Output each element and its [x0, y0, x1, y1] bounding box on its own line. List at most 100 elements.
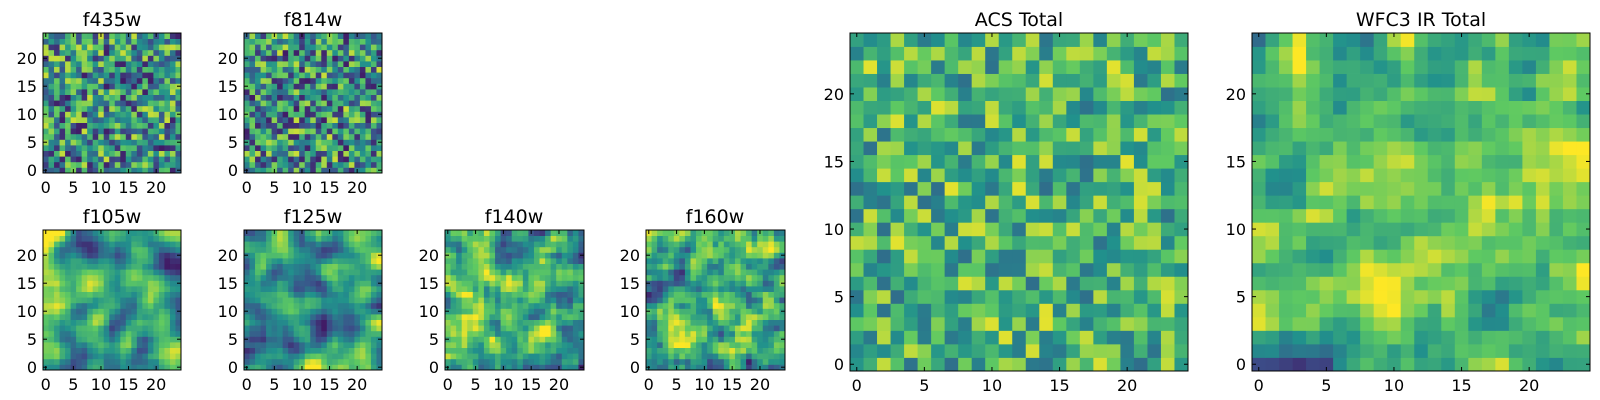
heatmap-cell — [359, 66, 366, 73]
heatmap-cell — [142, 269, 149, 276]
heatmap-cell — [1160, 289, 1175, 304]
heatmap-cell — [81, 330, 88, 337]
heatmap-cell — [59, 297, 66, 304]
heatmap-cell — [255, 150, 261, 157]
heatmap-cell — [931, 343, 946, 358]
heatmap-cell — [304, 252, 311, 259]
heatmap-cell — [684, 347, 691, 354]
heatmap-cell — [65, 263, 71, 270]
heatmap-cell — [877, 33, 891, 47]
heatmap-cell — [282, 347, 289, 354]
heatmap-cell — [890, 181, 905, 196]
heatmap-cell — [561, 280, 568, 287]
heatmap-cell — [489, 347, 496, 354]
heatmap-cell — [87, 308, 94, 315]
heatmap-cell — [998, 289, 1013, 304]
heatmap-cell — [54, 44, 60, 51]
heatmap-cell — [456, 291, 463, 298]
heatmap-cell — [1535, 289, 1550, 304]
heatmap-cell — [54, 156, 60, 163]
heatmap-cell — [1106, 114, 1121, 129]
heatmap-cell — [1052, 330, 1067, 345]
heatmap-cell — [48, 94, 55, 101]
heatmap-cell — [337, 353, 344, 360]
heatmap-cell — [1481, 357, 1496, 372]
heatmap-cell — [158, 139, 165, 146]
heatmap-cell — [673, 297, 680, 304]
heatmap-cell — [998, 127, 1013, 142]
heatmap-cell — [376, 246, 383, 253]
heatmap-cell — [288, 325, 295, 332]
heatmap-cell — [679, 325, 686, 332]
heatmap-cell — [326, 49, 333, 56]
heatmap-cell — [489, 302, 496, 309]
heatmap-cell — [164, 44, 171, 51]
heatmap-cell — [153, 263, 160, 270]
heatmap-cell — [48, 353, 55, 360]
heatmap-cell — [255, 61, 261, 67]
axes-frame — [243, 229, 383, 371]
heatmap-cell — [467, 274, 474, 281]
heatmap-cell — [293, 246, 300, 253]
heatmap-cell — [359, 269, 366, 276]
heatmap-cell — [757, 302, 764, 309]
heatmap-cell — [332, 66, 339, 73]
heatmap-cell — [1133, 357, 1148, 372]
heatmap-cell — [545, 291, 552, 298]
heatmap-cell — [533, 319, 540, 326]
heatmap-cell — [483, 353, 490, 360]
heatmap-cell — [370, 150, 377, 157]
heatmap-cell — [1535, 195, 1550, 210]
heatmap-cell — [1106, 276, 1121, 291]
heatmap-cell — [114, 258, 121, 264]
heatmap-cell — [1333, 195, 1348, 210]
heatmap-cell — [734, 308, 741, 315]
heatmap-cell — [164, 297, 171, 304]
heatmap-cell — [321, 297, 328, 304]
heatmap-cell — [958, 235, 973, 250]
heatmap-cell — [651, 252, 658, 259]
heatmap-cell — [315, 83, 322, 90]
heatmap-cell — [1052, 127, 1067, 142]
heatmap-cell — [103, 77, 110, 84]
heatmap-cell — [359, 44, 366, 51]
heatmap-cell — [944, 262, 959, 277]
heatmap-cell — [266, 150, 272, 157]
heatmap-cell — [533, 241, 540, 248]
heatmap-cell — [751, 274, 758, 281]
heatmap-cell — [567, 314, 574, 320]
heatmap-cell — [142, 252, 149, 259]
heatmap-cell — [370, 66, 377, 73]
heatmap-cell — [701, 358, 708, 365]
heatmap-cell — [131, 66, 138, 73]
heatmap-cell — [54, 308, 60, 315]
heatmap-cell — [1454, 195, 1469, 210]
heatmap-cell — [890, 33, 905, 47]
heatmap-cell — [376, 342, 383, 348]
heatmap-cell — [539, 364, 546, 371]
heatmap-cell — [175, 94, 182, 101]
heatmap-cell — [696, 230, 702, 236]
heatmap-cell — [651, 342, 658, 348]
heatmap-cell — [136, 83, 143, 90]
heatmap-cell — [271, 139, 278, 146]
heatmap-cell — [348, 347, 355, 354]
heatmap-cell — [65, 308, 71, 315]
heatmap-cell — [578, 330, 585, 337]
heatmap-cell — [175, 122, 182, 129]
heatmap-cell — [740, 325, 747, 332]
heatmap-cell — [550, 330, 557, 337]
heatmap-cell — [249, 33, 256, 39]
heatmap-cell — [120, 38, 127, 45]
heatmap-cell — [125, 89, 132, 95]
heatmap-cell — [365, 66, 372, 73]
heatmap-cell — [1147, 249, 1162, 264]
heatmap-cell — [326, 55, 333, 62]
heatmap-cell — [92, 291, 99, 298]
heatmap-cell — [890, 303, 905, 318]
heatmap-cell — [76, 342, 83, 348]
heatmap-cell — [103, 61, 110, 67]
heatmap-cell — [136, 297, 143, 304]
heatmap-cell — [282, 156, 289, 163]
heatmap-cell — [931, 208, 946, 223]
